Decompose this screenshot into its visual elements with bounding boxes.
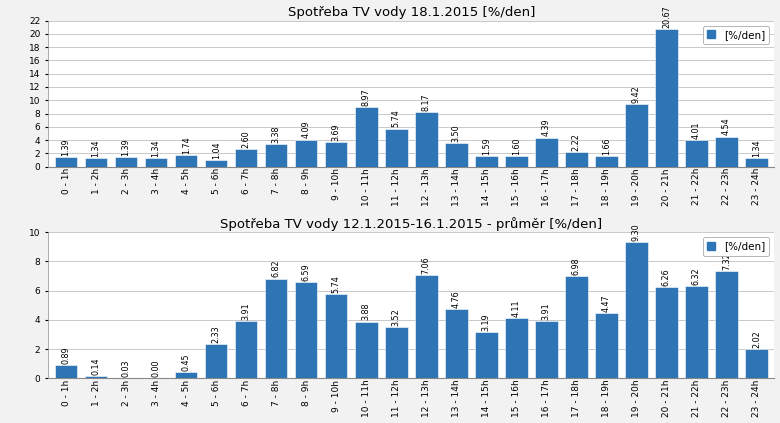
Bar xyxy=(55,157,77,167)
Bar xyxy=(685,140,707,167)
Bar xyxy=(55,365,77,378)
Text: 6.59: 6.59 xyxy=(302,263,310,281)
Legend: [%/den]: [%/den] xyxy=(703,26,769,44)
Text: 9.30: 9.30 xyxy=(632,223,641,241)
Text: 1.34: 1.34 xyxy=(752,139,761,157)
Text: 8.97: 8.97 xyxy=(362,88,370,106)
Bar xyxy=(295,140,317,167)
Text: 1.34: 1.34 xyxy=(91,139,101,157)
Text: 5.74: 5.74 xyxy=(392,110,401,127)
Bar xyxy=(595,313,618,378)
Text: 0.45: 0.45 xyxy=(182,353,190,371)
Text: 3.19: 3.19 xyxy=(482,313,491,330)
Text: 20.67: 20.67 xyxy=(662,5,671,28)
Text: 2.60: 2.60 xyxy=(242,131,250,148)
Bar xyxy=(565,276,587,378)
Bar xyxy=(115,157,137,167)
Bar xyxy=(445,143,467,167)
Text: 0.89: 0.89 xyxy=(62,346,71,364)
Bar xyxy=(535,321,558,378)
Text: 2.33: 2.33 xyxy=(211,325,221,343)
Bar xyxy=(235,321,257,378)
Text: 4.76: 4.76 xyxy=(452,290,461,308)
Text: 1.39: 1.39 xyxy=(62,139,71,157)
Bar xyxy=(745,158,768,167)
Bar xyxy=(535,137,558,167)
Bar xyxy=(265,279,288,378)
Text: 2.02: 2.02 xyxy=(752,330,761,348)
Bar xyxy=(415,275,438,378)
Text: 2.22: 2.22 xyxy=(572,133,581,151)
Bar xyxy=(625,242,647,378)
Bar xyxy=(265,144,288,167)
Bar xyxy=(85,376,108,378)
Legend: [%/den]: [%/den] xyxy=(703,237,769,255)
Text: 0.00: 0.00 xyxy=(151,360,161,377)
Text: 6.32: 6.32 xyxy=(692,267,701,285)
Text: 3.52: 3.52 xyxy=(392,308,401,326)
Bar xyxy=(175,155,197,167)
Text: 5.74: 5.74 xyxy=(332,275,341,293)
Bar xyxy=(415,113,438,167)
Bar xyxy=(595,156,618,167)
Bar xyxy=(745,349,768,378)
Bar xyxy=(565,152,587,167)
Text: 6.82: 6.82 xyxy=(271,260,281,277)
Text: 1.34: 1.34 xyxy=(151,139,161,157)
Text: 1.74: 1.74 xyxy=(182,136,190,154)
Text: 4.01: 4.01 xyxy=(692,121,701,139)
Bar xyxy=(655,287,678,378)
Bar xyxy=(715,137,738,167)
Bar xyxy=(325,294,347,378)
Text: 3.50: 3.50 xyxy=(452,125,461,142)
Bar xyxy=(355,107,378,167)
Bar xyxy=(325,142,347,167)
Bar xyxy=(175,372,197,378)
Text: 7.06: 7.06 xyxy=(422,256,431,274)
Bar xyxy=(385,129,407,167)
Bar xyxy=(655,29,678,167)
Bar xyxy=(85,158,108,167)
Bar xyxy=(625,104,647,167)
Text: 1.39: 1.39 xyxy=(122,139,130,157)
Text: 0.03: 0.03 xyxy=(122,359,130,377)
Title: Spotřeba TV vody 12.1.2015-16.1.2015 - průměr [%/den]: Spotřeba TV vody 12.1.2015-16.1.2015 - p… xyxy=(220,217,602,231)
Text: 7.32: 7.32 xyxy=(722,253,731,270)
Text: 4.11: 4.11 xyxy=(512,299,521,317)
Bar xyxy=(475,156,498,167)
Text: 3.88: 3.88 xyxy=(362,303,370,320)
Bar xyxy=(295,282,317,378)
Text: 1.66: 1.66 xyxy=(602,137,611,154)
Text: 1.59: 1.59 xyxy=(482,137,491,155)
Bar xyxy=(685,286,707,378)
Bar xyxy=(385,327,407,378)
Bar xyxy=(355,321,378,378)
Text: 0.14: 0.14 xyxy=(91,357,101,375)
Text: 4.47: 4.47 xyxy=(602,294,611,312)
Text: 3.91: 3.91 xyxy=(242,302,250,320)
Text: 3.91: 3.91 xyxy=(542,302,551,320)
Bar xyxy=(205,160,228,167)
Title: Spotřeba TV vody 18.1.2015 [%/den]: Spotřeba TV vody 18.1.2015 [%/den] xyxy=(288,6,535,19)
Text: 6.26: 6.26 xyxy=(662,268,671,286)
Bar xyxy=(505,318,527,378)
Text: 9.42: 9.42 xyxy=(632,85,641,103)
Bar xyxy=(445,309,467,378)
Text: 1.04: 1.04 xyxy=(211,141,221,159)
Text: 4.54: 4.54 xyxy=(722,118,731,135)
Text: 1.60: 1.60 xyxy=(512,137,521,155)
Text: 3.69: 3.69 xyxy=(332,124,341,141)
Text: 4.09: 4.09 xyxy=(302,121,310,138)
Text: 4.39: 4.39 xyxy=(542,119,551,136)
Bar xyxy=(475,332,498,378)
Bar xyxy=(715,271,738,378)
Bar xyxy=(205,344,228,378)
Text: 3.38: 3.38 xyxy=(271,126,281,143)
Bar xyxy=(235,149,257,167)
Bar xyxy=(145,158,168,167)
Text: 6.98: 6.98 xyxy=(572,258,581,275)
Text: 8.17: 8.17 xyxy=(422,93,431,111)
Bar xyxy=(505,156,527,167)
